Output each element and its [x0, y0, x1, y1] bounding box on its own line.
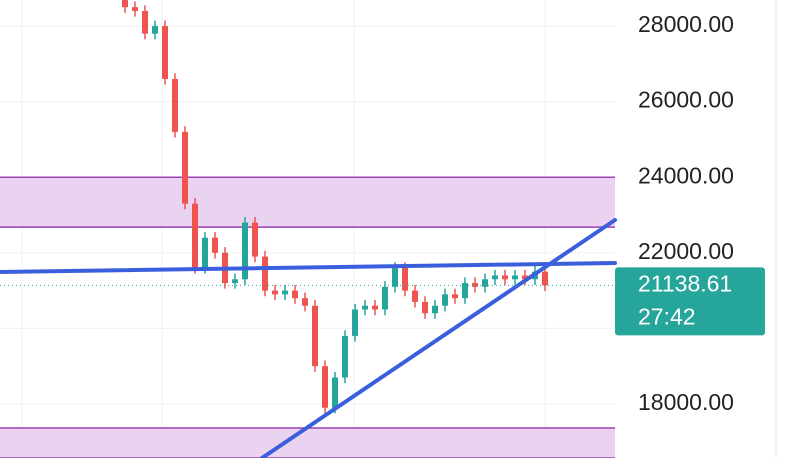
- candle-body: [482, 279, 488, 287]
- candle-body: [432, 305, 438, 314]
- trend-line: [260, 218, 617, 458]
- candle-body: [252, 222, 258, 257]
- candle-body: [242, 222, 248, 280]
- candle-body: [492, 275, 498, 280]
- zone: [0, 177, 615, 228]
- trend-line: [0, 261, 617, 275]
- candle-body: [212, 237, 218, 253]
- last-price-label: 21138.61: [638, 270, 732, 296]
- candle-body: [342, 335, 348, 378]
- candle-body: [332, 377, 338, 408]
- candle-body: [262, 256, 268, 291]
- candle-body: [312, 305, 318, 367]
- candle-body: [172, 78, 178, 132]
- candle-body: [272, 290, 278, 295]
- price-box: [615, 267, 765, 336]
- candle-body: [392, 267, 398, 287]
- candle-body: [442, 294, 448, 306]
- candle-body: [362, 305, 368, 310]
- candle-body: [182, 131, 188, 204]
- y-tick-label: 22000.00: [638, 238, 734, 264]
- candle-body: [282, 290, 288, 295]
- candle-body: [122, 0, 128, 8]
- candle-body: [422, 301, 428, 314]
- candle-body: [502, 275, 508, 280]
- candle-body: [512, 275, 518, 280]
- candle-body: [462, 283, 468, 299]
- candle-body: [292, 290, 298, 299]
- zone: [0, 427, 615, 458]
- y-tick-label: 26000.00: [638, 87, 734, 113]
- candle-body: [522, 275, 528, 280]
- candle-body: [452, 294, 458, 299]
- candle-body: [352, 309, 358, 336]
- candle-body: [232, 279, 238, 284]
- candle-body: [162, 26, 168, 79]
- candle-body: [412, 290, 418, 302]
- candle-body: [472, 283, 478, 287]
- candle-body: [542, 271, 548, 286]
- y-tick-label: 24000.00: [638, 162, 734, 188]
- candle-body: [142, 10, 148, 34]
- candle-body: [302, 298, 308, 306]
- candle-body: [152, 26, 158, 34]
- y-tick-label: 18000.00: [638, 389, 734, 415]
- candle-body: [382, 286, 388, 310]
- candle-body: [372, 305, 378, 310]
- countdown-label: 27:42: [638, 303, 696, 329]
- y-tick-label: 28000.00: [638, 11, 734, 37]
- candle-body: [202, 237, 208, 268]
- candle-body: [322, 366, 328, 408]
- candle-body: [402, 267, 408, 291]
- candle-body: [132, 7, 138, 11]
- candle-body: [192, 203, 198, 268]
